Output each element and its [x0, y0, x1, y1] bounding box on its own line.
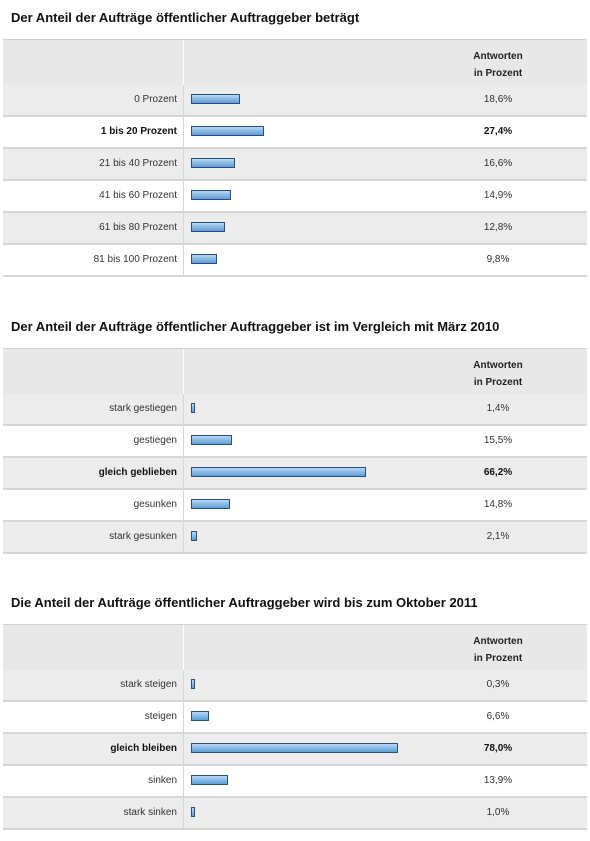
category-label: steigen [144, 711, 177, 722]
value-label: 16,6% [483, 158, 513, 169]
category-label: 1 bis 20 Prozent [100, 126, 177, 137]
table-row: stark steigen 0,3% [3, 670, 587, 702]
bar [191, 403, 195, 413]
bar [191, 775, 228, 785]
bar [191, 190, 231, 200]
table-row: stark sinken 1,0% [3, 798, 587, 830]
bar [191, 435, 233, 445]
row-divider [183, 181, 184, 211]
header-label-line-1: Antworten [473, 360, 523, 371]
category-label: stark steigen [120, 679, 177, 690]
header-divider [183, 349, 184, 395]
header-label-line-2: in Prozent [473, 68, 523, 79]
table-header: Antworten in Prozent [3, 39, 587, 86]
bar [191, 499, 231, 509]
category-label: gleich geblieben [98, 467, 177, 478]
table-row: stark gesunken 2,1% [3, 522, 587, 554]
category-label: stark sinken [123, 807, 177, 818]
value-label: 18,6% [483, 94, 513, 105]
table-row: gleich bleiben 78,0% [3, 734, 587, 766]
bar [191, 158, 235, 168]
category-label: gesunken [133, 499, 177, 510]
header-label-line-1: Antworten [473, 636, 523, 647]
bar [191, 254, 217, 264]
row-divider [183, 702, 184, 732]
value-label: 1,0% [486, 807, 510, 818]
value-label: 9,8% [486, 254, 510, 265]
header-label-line-2: in Prozent [473, 377, 523, 388]
category-label: gleich bleiben [110, 743, 177, 754]
table-row: 41 bis 60 Prozent 14,9% [3, 181, 587, 213]
bar [191, 711, 209, 721]
bar [191, 467, 367, 477]
value-label: 78,0% [483, 743, 513, 754]
bar [191, 222, 225, 232]
table-row: gestiegen 15,5% [3, 426, 587, 458]
category-label: stark gestiegen [109, 403, 177, 414]
header-divider [183, 40, 184, 86]
value-label: 12,8% [483, 222, 513, 233]
table-row: 1 bis 20 Prozent 27,4% [3, 117, 587, 149]
category-label: 21 bis 40 Prozent [99, 158, 177, 169]
value-label: 13,9% [483, 775, 513, 786]
category-label: 81 bis 100 Prozent [93, 254, 177, 265]
header-label-line-2: in Prozent [473, 653, 523, 664]
table-row: 21 bis 40 Prozent 16,6% [3, 149, 587, 181]
header-label: Antworten in Prozent [458, 633, 538, 667]
table-row: sinken 13,9% [3, 766, 587, 798]
table-row: stark gestiegen 1,4% [3, 394, 587, 426]
chart-title: Die Anteil der Aufträge öffentlicher Auf… [11, 595, 478, 610]
row-divider [183, 522, 184, 552]
row-divider [183, 490, 184, 520]
bar [191, 94, 241, 104]
row-divider [183, 670, 184, 700]
table-row: gesunken 14,8% [3, 490, 587, 522]
row-divider [183, 458, 184, 488]
category-label: 0 Prozent [134, 94, 177, 105]
row-divider [183, 394, 184, 424]
value-label: 14,9% [483, 190, 513, 201]
bar [191, 531, 197, 541]
table-row: 0 Prozent 18,6% [3, 85, 587, 117]
value-label: 6,6% [486, 711, 510, 722]
category-label: stark gesunken [109, 531, 177, 542]
header-label: Antworten in Prozent [458, 357, 538, 391]
value-label: 2,1% [486, 531, 510, 542]
category-label: gestiegen [133, 435, 177, 446]
chart-title: Der Anteil der Aufträge öffentlicher Auf… [11, 10, 360, 25]
category-label: sinken [148, 775, 177, 786]
row-divider [183, 149, 184, 179]
row-divider [183, 798, 184, 828]
table-header: Antworten in Prozent [3, 348, 587, 395]
value-label: 14,8% [483, 499, 513, 510]
bar [191, 126, 264, 136]
table-row: steigen 6,6% [3, 702, 587, 734]
value-label: 27,4% [483, 126, 513, 137]
bar [191, 679, 195, 689]
bar [191, 807, 195, 817]
row-divider [183, 734, 184, 764]
table-header: Antworten in Prozent [3, 624, 587, 671]
row-divider [183, 85, 184, 115]
value-label: 66,2% [483, 467, 513, 478]
category-label: 61 bis 80 Prozent [99, 222, 177, 233]
row-divider [183, 117, 184, 147]
bar [191, 743, 398, 753]
header-label: Antworten in Prozent [458, 48, 538, 82]
table-row: 81 bis 100 Prozent 9,8% [3, 245, 587, 277]
row-divider [183, 766, 184, 796]
value-label: 1,4% [486, 403, 510, 414]
category-label: 41 bis 60 Prozent [99, 190, 177, 201]
value-label: 0,3% [486, 679, 510, 690]
row-divider [183, 245, 184, 275]
row-divider [183, 426, 184, 456]
row-divider [183, 213, 184, 243]
table-row: gleich geblieben 66,2% [3, 458, 587, 490]
header-label-line-1: Antworten [473, 51, 523, 62]
header-divider [183, 625, 184, 671]
table-row: 61 bis 80 Prozent 12,8% [3, 213, 587, 245]
chart-title: Der Anteil der Aufträge öffentlicher Auf… [11, 319, 500, 334]
value-label: 15,5% [483, 435, 513, 446]
